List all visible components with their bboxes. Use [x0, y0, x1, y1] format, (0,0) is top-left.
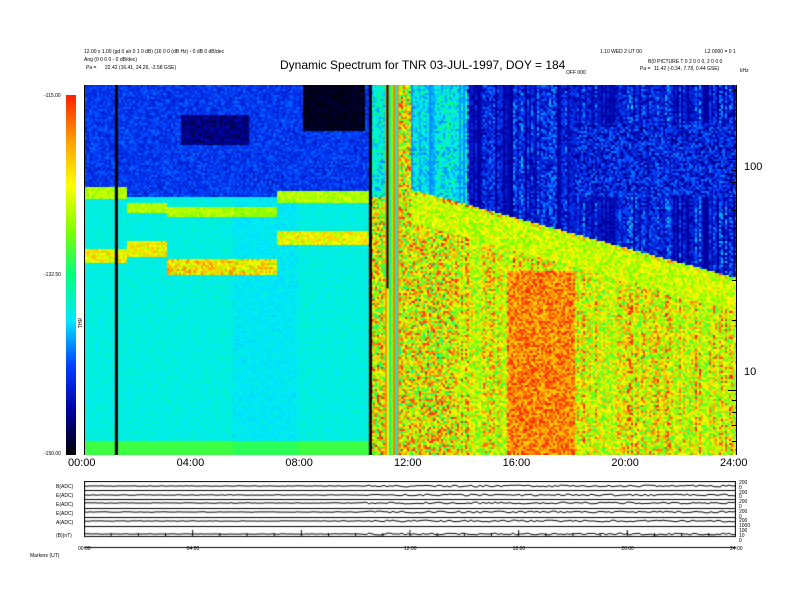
lower-row-label: B(ADC)	[56, 484, 74, 490]
y-tick	[732, 250, 736, 252]
lower-panel	[84, 481, 736, 549]
right-axis	[736, 85, 737, 455]
header-left-line2: Ang (0 0 0 0 - 0 dB/dec)	[84, 57, 138, 63]
lower-right-label: 0	[739, 504, 742, 510]
header-right-pa-label: Pa =	[640, 66, 651, 72]
y-tick	[732, 210, 736, 212]
header-right-line2: B(0 PICTURE T 0 2 0 0 0, 2 0 0 0	[648, 59, 723, 65]
x-tick-label: 08:00	[285, 457, 313, 469]
header-left-pa-value: 22.42 (16.41, 24.26, -2.58 GSE)	[105, 65, 177, 71]
y-tick	[732, 279, 736, 281]
lower-right-label: 200	[739, 518, 748, 525]
y-tick	[732, 169, 736, 171]
x-tick-label: 12:00	[394, 457, 422, 469]
lower-x-tick-label: 12:00	[404, 546, 417, 552]
lower-x-tick-label: 00:00	[78, 546, 91, 552]
lower-x-tick-label: 04:00	[186, 546, 200, 552]
y-tick-label: 100	[744, 161, 763, 173]
y-tick	[732, 400, 736, 402]
y-tick	[728, 159, 736, 161]
y-tick	[732, 411, 736, 413]
lower-row-label: E(ADC)	[56, 511, 74, 517]
unit-label: kHz	[740, 68, 749, 74]
y-tick	[732, 320, 736, 322]
header-right-line1b: L2 0000 = 0 1	[705, 49, 736, 55]
x-tick-label: 20:00	[611, 457, 639, 469]
y-tick	[732, 440, 736, 442]
mid-marker: OFF 000	[566, 70, 586, 76]
lower-row-label: (B)(nT)	[56, 533, 72, 539]
colorbar-tick-label: -150.00	[44, 451, 61, 457]
y-tick	[728, 389, 736, 391]
lower-right-label: 200	[739, 480, 748, 486]
chart-title: Dynamic Spectrum for TNR 03-JUL-1997, DO…	[280, 58, 566, 72]
lower-right-label: 200	[739, 499, 748, 506]
lower-right-label: 0	[739, 484, 742, 491]
x-tick-label: 24:00	[720, 457, 748, 469]
colorbar-tick-label: -132.50	[44, 272, 61, 278]
lower-row-label: E(ADC)	[56, 502, 74, 508]
lower-right-label: 0	[739, 494, 742, 501]
y-tick	[732, 425, 736, 427]
colorbar-tick-label: -115.00	[44, 93, 61, 99]
lower-right-label: 10	[739, 532, 745, 539]
lower-right-label: 0	[739, 537, 742, 544]
lower-row-label: A(ADC)	[56, 520, 74, 526]
header-left-pa-label: Pa =	[86, 65, 97, 71]
header-right-line1: 1.10 WED 2 UT 00	[600, 49, 642, 55]
y-tick	[732, 194, 736, 196]
colorbar	[66, 95, 76, 455]
x-tick-label: 00:00	[68, 457, 96, 469]
lower-row-label: E(ADC)	[56, 493, 74, 499]
lower-right-label: 200	[739, 508, 748, 515]
lower-x-tick-label: 24:00	[730, 546, 743, 552]
header-left-line1: 12.00 x 1.00 (gd 0 alr 0 1 0 dB) (16 0 0…	[84, 49, 225, 55]
y-tick-label: 10	[744, 366, 757, 378]
x-tick-label: 04:00	[176, 457, 205, 469]
spectrogram	[84, 85, 737, 455]
lower-x-tick-label: 16:00	[512, 546, 526, 552]
y-tick	[732, 228, 736, 230]
y-tick	[732, 181, 736, 183]
lower-x-tick-label: 20:00	[621, 546, 634, 552]
lower-right-label: 0	[739, 513, 742, 520]
lower-right-label: 200	[739, 489, 748, 496]
x-tick-label: 16:00	[502, 457, 531, 469]
markers-label: Markers (UT)	[30, 553, 60, 559]
y-tick	[732, 89, 736, 91]
lower-right-label: 1000	[739, 523, 751, 530]
lower-right-label: 100	[739, 528, 748, 534]
header-right-pa-value: 11.42 (-0.34, 7.78, 0.44 GSE)	[654, 66, 720, 72]
